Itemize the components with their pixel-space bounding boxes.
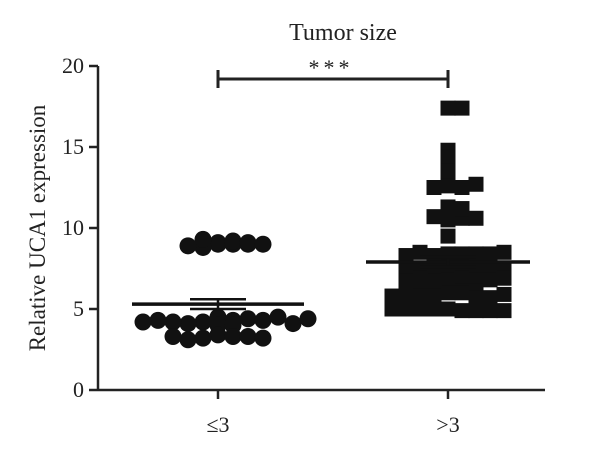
data-point [412, 301, 428, 317]
data-point [209, 234, 227, 252]
data-point [496, 303, 512, 319]
data-point [468, 210, 484, 226]
data-point [454, 270, 470, 286]
data-point [224, 328, 242, 346]
data-point [398, 273, 414, 289]
x-tick-label: ≤3 [206, 412, 229, 437]
data-point [482, 290, 498, 306]
data-point [426, 248, 442, 264]
data-point [454, 246, 470, 262]
x-tick-label: >3 [436, 412, 459, 437]
y-tick-label: 10 [62, 215, 84, 240]
data-point [194, 329, 212, 347]
chart-title: Tumor size [289, 20, 397, 46]
data-point [398, 301, 414, 317]
data-point [299, 310, 317, 328]
y-tick-label: 15 [62, 134, 84, 159]
data-point [239, 234, 257, 252]
data-point [412, 270, 428, 286]
data-point [398, 262, 414, 278]
data-point [468, 272, 484, 288]
data-point [440, 100, 456, 116]
data-point [269, 308, 287, 326]
data-point [398, 248, 414, 264]
data-point [209, 326, 227, 344]
data-point [482, 261, 498, 276]
data-point [426, 288, 442, 304]
data-point [454, 100, 470, 116]
data-point [426, 261, 442, 276]
significance-label: *** [309, 55, 354, 80]
mean-sem-bars [132, 255, 530, 311]
data-point [454, 180, 470, 195]
data-point [194, 313, 212, 331]
data-point [254, 329, 272, 347]
data-point [454, 201, 470, 217]
data-point [440, 149, 456, 165]
data-point [194, 230, 212, 248]
data-point [134, 313, 152, 331]
y-tick-label: 20 [62, 53, 84, 78]
data-point [482, 272, 498, 288]
data-point [179, 331, 197, 349]
data-point [440, 178, 456, 194]
data-point [164, 328, 182, 346]
data-point [440, 285, 456, 301]
data-point [164, 313, 182, 331]
data-point [179, 315, 197, 333]
data-point [440, 199, 456, 215]
data-point [239, 328, 257, 346]
data-point [482, 303, 498, 319]
data-point [496, 270, 512, 286]
data-point [440, 212, 456, 228]
data-point [149, 311, 167, 329]
data-point [426, 301, 442, 317]
data-point [426, 209, 442, 225]
data-point [454, 285, 470, 301]
data-point [454, 303, 470, 319]
data-point [440, 163, 456, 179]
data-point [468, 246, 484, 262]
axes: 0 5 10 15 20 ≤3 >3 [62, 53, 545, 437]
data-point [440, 228, 456, 244]
significance-annotation: *** [216, 55, 450, 88]
data-point [496, 244, 512, 260]
data-point [468, 290, 484, 306]
data-point [224, 232, 242, 250]
data-point [254, 311, 272, 329]
data-point [179, 237, 197, 255]
data-point [254, 235, 272, 253]
y-tick-label: 5 [73, 296, 84, 321]
data-point [384, 301, 400, 317]
data-point [468, 303, 484, 319]
data-point [398, 288, 414, 304]
data-point [426, 180, 442, 195]
data-point [496, 286, 512, 302]
data-point [384, 288, 400, 304]
data-points [134, 100, 512, 349]
data-point [412, 288, 428, 304]
data-point [239, 310, 257, 328]
data-point [468, 176, 484, 192]
y-axis-label: Relative UCA1 expression [25, 104, 50, 351]
data-point [284, 315, 302, 333]
data-point [482, 246, 498, 262]
y-tick-label: 0 [73, 377, 84, 402]
data-point [440, 301, 456, 317]
